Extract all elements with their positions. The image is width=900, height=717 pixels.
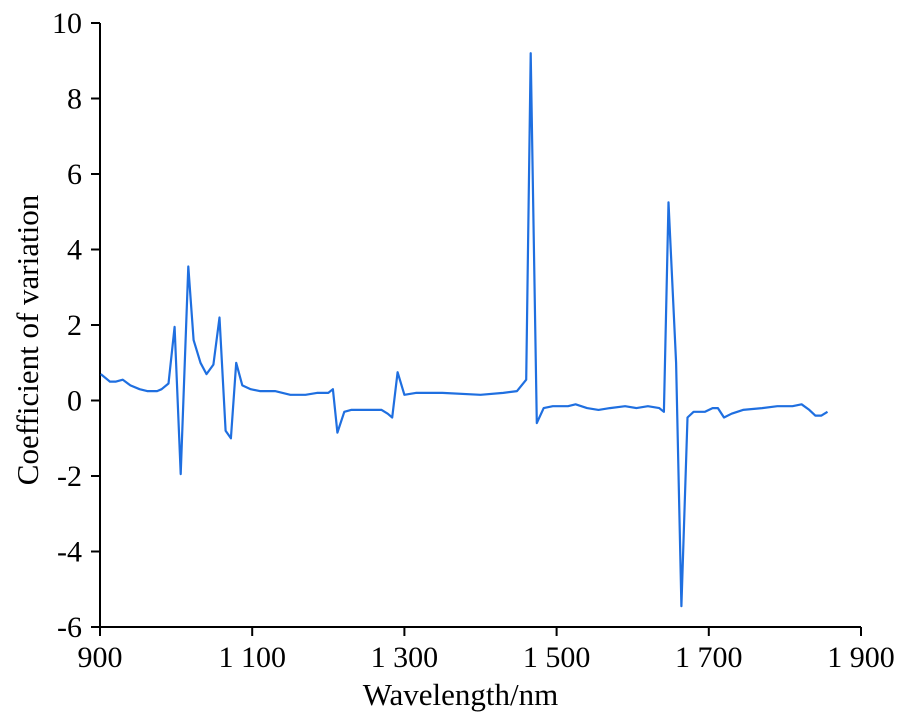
x-tick-label: 1 900 — [827, 641, 895, 674]
x-axis-title: Wavelength/nm — [363, 677, 559, 712]
y-tick-label: 10 — [52, 7, 82, 40]
series-group — [100, 52, 829, 608]
x-tick-label: 1 700 — [675, 641, 743, 674]
y-tick-label: 8 — [67, 83, 82, 116]
y-tick-label: -2 — [57, 460, 82, 493]
y-tick-label: 0 — [67, 385, 82, 418]
y-ticks: -6 -4 -2 0 2 4 6 8 10 — [52, 7, 100, 644]
x-tick-label: 1 100 — [218, 641, 286, 674]
y-tick-label: -6 — [57, 611, 82, 644]
y-tick-label: 4 — [67, 234, 82, 267]
x-ticks: 900 1 100 1 300 1 500 1 700 1 900 — [78, 627, 895, 674]
x-tick-label: 1 500 — [523, 641, 591, 674]
y-tick-label: 6 — [67, 158, 82, 191]
series-line — [100, 52, 829, 608]
y-axis-title: Coefficient of variation — [10, 194, 45, 485]
y-tick-label: 2 — [67, 309, 82, 342]
axes — [99, 23, 861, 628]
x-tick-label: 1 300 — [371, 641, 439, 674]
y-tick-label: -4 — [57, 536, 82, 569]
x-tick-label: 900 — [78, 641, 123, 674]
